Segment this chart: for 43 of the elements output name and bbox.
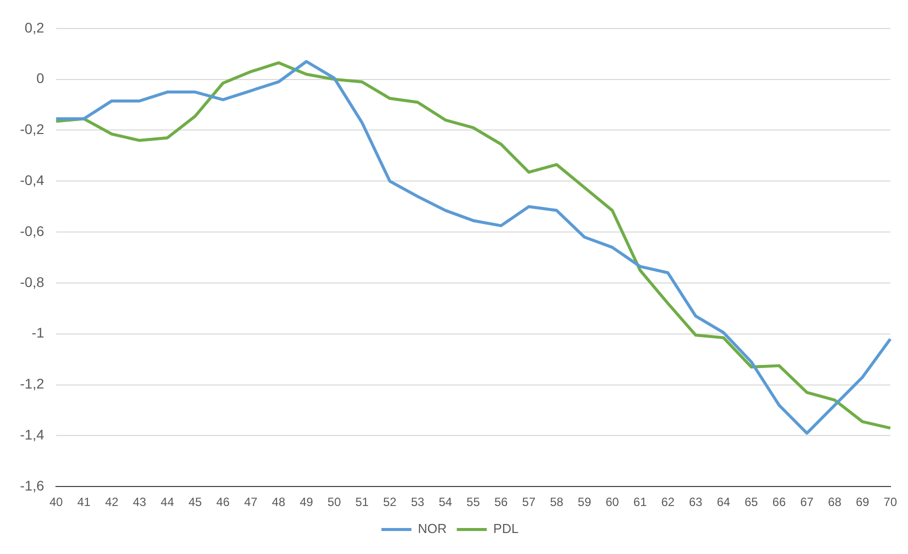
x-tick-label: 52 [383, 495, 397, 510]
x-tick-label: 58 [550, 495, 564, 510]
legend-label: NOR [418, 521, 447, 536]
x-tick-label: 63 [689, 495, 703, 510]
x-tick-label: 54 [438, 495, 452, 510]
x-tick-label: 65 [744, 495, 758, 510]
y-tick-label: 0,2 [24, 19, 44, 36]
x-tick-label: 45 [188, 495, 202, 510]
x-tick-label: 55 [466, 495, 480, 510]
x-tick-label: 68 [828, 495, 842, 510]
x-tick-label: 69 [856, 495, 870, 510]
x-tick-label: 66 [772, 495, 786, 510]
y-tick-label: -0,4 [20, 172, 44, 188]
x-tick-label: 42 [105, 495, 119, 510]
legend-label: PDL [493, 521, 519, 536]
y-tick-label: -1 [32, 324, 44, 341]
y-tick-label: -1,6 [20, 477, 44, 494]
x-tick-label: 61 [633, 495, 648, 510]
x-tick-label: 40 [49, 495, 64, 510]
x-tick-label: 67 [800, 495, 814, 510]
x-tick-label: 62 [661, 495, 675, 510]
x-tick-label: 43 [132, 495, 147, 510]
x-tick-label: 49 [300, 495, 314, 510]
x-tick-label: 41 [77, 495, 91, 510]
x-tick-label: 59 [578, 495, 592, 510]
x-tick-label: 57 [522, 495, 536, 510]
x-tick-label: 47 [244, 495, 258, 510]
y-tick-label: -1,4 [20, 426, 44, 443]
x-tick-label: 64 [716, 495, 730, 510]
x-tick-label: 46 [216, 495, 230, 510]
x-tick-label: 51 [355, 495, 369, 510]
y-tick-label: -0,2 [20, 121, 44, 138]
x-tick-label: 48 [272, 495, 286, 510]
x-tick-label: 44 [160, 495, 174, 510]
x-tick-label: 56 [494, 495, 508, 510]
x-tick-label: 50 [328, 495, 342, 510]
x-tick-label: 53 [410, 495, 425, 510]
y-tick-label: -1,2 [20, 376, 44, 392]
x-tick-label: 60 [606, 495, 620, 510]
x-tick-label: 70 [884, 495, 898, 510]
y-tick-label: 0 [36, 70, 44, 86]
y-tick-label: -0,6 [20, 222, 44, 239]
y-tick-label: -0,8 [20, 274, 44, 290]
